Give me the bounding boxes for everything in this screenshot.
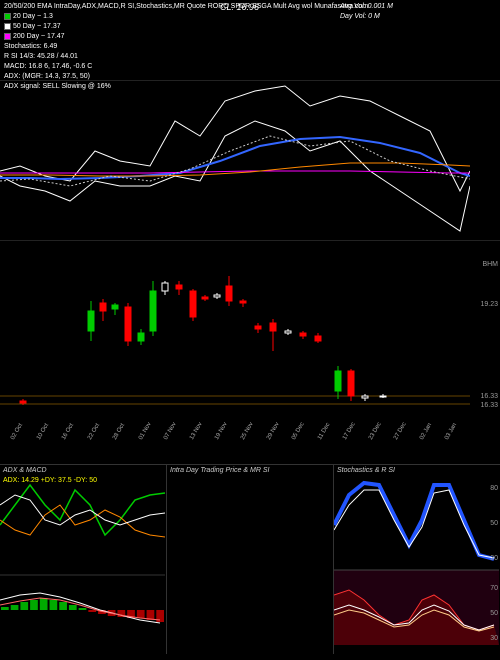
candle-chart-svg bbox=[0, 241, 470, 431]
ma200-swatch bbox=[4, 33, 11, 40]
ma50-row: 50 Day ~ 17.37 bbox=[4, 22, 496, 32]
panel-intra-title: Intra Day Trading Price & MR SI bbox=[167, 465, 333, 476]
stoch-row: Stochastics: 6.49 bbox=[4, 42, 496, 52]
scale-label: 20 bbox=[490, 555, 498, 562]
rsi-row: R SI 14/3: 45.28 / 44.01 bbox=[4, 52, 496, 62]
candle-chart: BHM 19.23 16.33 16.33 bbox=[0, 240, 500, 430]
x-axis: 02 Oct10 Oct16 Oct22 Oct28 Oct01 Nov07 N… bbox=[0, 430, 500, 454]
panel-adx-macd: ADX & MACD ADX: 14.29 +DY: 37.5 -DY: 50 bbox=[0, 465, 167, 654]
ma20-row: 20 Day ~ 1.3 bbox=[4, 12, 496, 22]
main-chart-svg bbox=[0, 81, 470, 241]
bottom-panels-title bbox=[0, 454, 500, 464]
bottom-panels: ADX & MACD ADX: 14.29 +DY: 37.5 -DY: 50 … bbox=[0, 464, 500, 654]
scale-label: 50 bbox=[490, 520, 498, 527]
price-label: 16.33 bbox=[480, 393, 498, 400]
scale-label: 80 bbox=[490, 485, 498, 492]
main-chart bbox=[0, 80, 500, 240]
price-label: 19.23 bbox=[480, 301, 498, 308]
panel-stoch-svg bbox=[334, 465, 499, 645]
macd-row: MACD: 16.8 6, 17.46, -0.6 C bbox=[4, 62, 496, 72]
scale-label: 70 bbox=[490, 585, 498, 592]
panel-intraday: Intra Day Trading Price & MR SI bbox=[167, 465, 334, 654]
dayvol-label: Day Vol: 0 M bbox=[340, 12, 380, 22]
ma20-swatch bbox=[4, 13, 11, 20]
panel-stochastics: Stochastics & R SI 80 50 20 70 50 30 bbox=[334, 465, 500, 654]
header: 20/50/200 EMA IntraDay,ADX,MACD,R SI,Sto… bbox=[0, 0, 500, 80]
scale-label: 50 bbox=[490, 610, 498, 617]
panel-adx-svg bbox=[0, 465, 165, 645]
scale-label: 30 bbox=[490, 635, 498, 642]
price-label: 16.33 bbox=[480, 402, 498, 409]
close-label: CL: 16.96 bbox=[220, 2, 259, 12]
panel-stoch-title: Stochastics & R SI bbox=[334, 465, 500, 476]
ma50-swatch bbox=[4, 23, 11, 30]
price-label: BHM bbox=[482, 261, 498, 268]
avgvol-label: Avg Vol: 0.001 M bbox=[340, 2, 393, 12]
panel-adx-subtitle: ADX: 14.29 +DY: 37.5 -DY: 50 bbox=[0, 475, 166, 486]
ma200-row: 200 Day ~ 17.47 bbox=[4, 32, 496, 42]
